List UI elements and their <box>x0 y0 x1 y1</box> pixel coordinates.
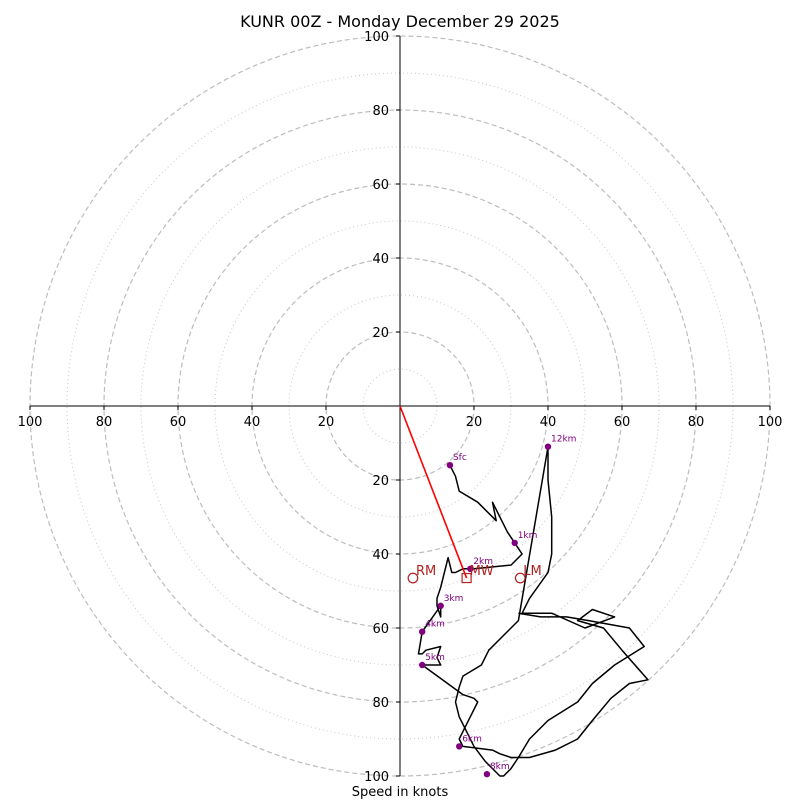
y-tick-label: 40 <box>372 252 389 267</box>
storm-motion-label: RM <box>416 564 436 579</box>
hodograph-line <box>417 445 649 777</box>
height-marker-point <box>483 770 491 778</box>
y-tick-label: 80 <box>372 104 389 119</box>
height-marker-point <box>467 565 474 572</box>
x-tick-label: 60 <box>170 415 187 430</box>
height-markers: Sfc 1km 2km 3km 4km 5km 6km 8km 12km <box>419 435 576 778</box>
y-tick-label: 20 <box>372 326 389 341</box>
storm-motion-circle <box>514 572 526 584</box>
height-marker-label: 12km <box>551 435 576 445</box>
x-tick-label: 40 <box>244 415 261 430</box>
chart-title: KUNR 00Z - Monday December 29 2025 <box>240 12 560 31</box>
y-tick-label: 40 <box>372 548 389 563</box>
height-marker-point <box>456 743 463 750</box>
y-tick-label: 80 <box>372 696 389 711</box>
x-tick-label: 80 <box>688 415 705 430</box>
y-tick-label: 100 <box>364 30 389 45</box>
height-marker-label: 5km <box>425 653 445 663</box>
x-tick-label: 100 <box>758 415 783 430</box>
height-marker-point <box>437 602 444 609</box>
x-tick-label: 80 <box>96 415 113 430</box>
storm-motion-markers: RM MW LM <box>407 564 542 584</box>
x-tick-label: 20 <box>318 415 335 430</box>
y-tick-label: 20 <box>372 474 389 489</box>
storm-motion-square <box>461 572 472 584</box>
x-tick-label: 20 <box>466 415 483 430</box>
height-marker-label: 1km <box>518 531 538 541</box>
storm-motion-label: LM <box>523 564 541 579</box>
height-marker-point <box>446 462 454 469</box>
x-tick-label: 60 <box>614 415 631 430</box>
tick-labels: 100 80 60 40 20 20 40 60 80 100 100 80 60 40 20 20 40 60 8… <box>18 30 783 785</box>
x-tick-label: 40 <box>540 415 557 430</box>
x-tick-label: 100 <box>18 415 43 430</box>
y-tick-label: 60 <box>372 178 389 193</box>
storm-motion-label: MW <box>470 564 494 579</box>
height-marker-point <box>419 661 426 669</box>
height-marker-label: 3km <box>444 594 464 604</box>
height-marker-point <box>544 443 552 450</box>
x-axis-title: Speed in knots <box>352 785 449 800</box>
height-marker-point <box>511 539 518 547</box>
storm-vector-group <box>399 405 468 579</box>
height-marker-label: 4km <box>425 620 445 630</box>
y-tick-label: 60 <box>372 622 389 637</box>
height-marker-label: 2km <box>473 557 493 567</box>
height-marker-point <box>419 628 426 635</box>
y-tick-label: 100 <box>364 770 389 785</box>
storm-motion-circle <box>407 572 419 584</box>
hodograph-line-group <box>417 445 649 777</box>
height-marker-label: Sfc <box>453 453 467 463</box>
height-marker-label: 6km <box>462 734 482 744</box>
storm-vector-line <box>399 405 468 579</box>
height-marker-label: 8km <box>490 762 510 772</box>
